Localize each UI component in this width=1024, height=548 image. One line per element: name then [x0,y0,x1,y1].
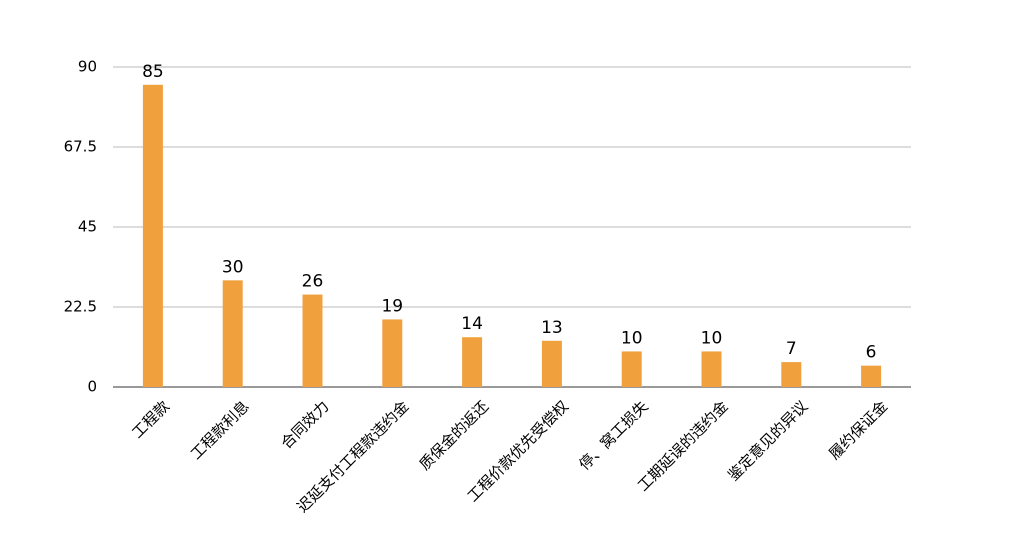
bar [222,280,243,387]
bar [781,362,802,387]
bar [302,294,323,387]
value-label: 7 [786,339,797,359]
y-tick-label: 45 [78,218,97,236]
value-label: 10 [701,328,723,348]
value-label: 26 [302,272,324,292]
bar [541,340,562,387]
x-tick-label: 合同效力 [277,397,332,452]
value-label: 19 [381,296,403,316]
y-tick-label: 22.5 [64,298,97,316]
value-label: 85 [142,62,164,82]
value-label: 14 [461,314,483,334]
x-tick-label: 质保金的返还 [416,397,492,473]
bar [861,365,882,387]
value-label: 10 [621,328,643,348]
bar [382,319,403,387]
x-tick-label: 鉴定意见的异议 [724,397,811,484]
x-tick-label: 工程款 [128,397,173,442]
y-tick-label: 90 [78,58,97,76]
x-tick-label: 履约保证金 [825,397,891,463]
y-tick-label: 0 [87,378,97,396]
x-tick-label: 工程款利息 [187,397,253,463]
bar [701,351,722,387]
bar [621,351,642,387]
value-label: 6 [866,343,877,363]
x-tick-label: 停、窝工损失 [575,397,651,473]
bar [462,337,483,387]
y-tick-label: 67.5 [64,138,97,156]
value-label: 13 [541,318,563,338]
bar [142,84,163,388]
value-label: 30 [222,257,244,277]
